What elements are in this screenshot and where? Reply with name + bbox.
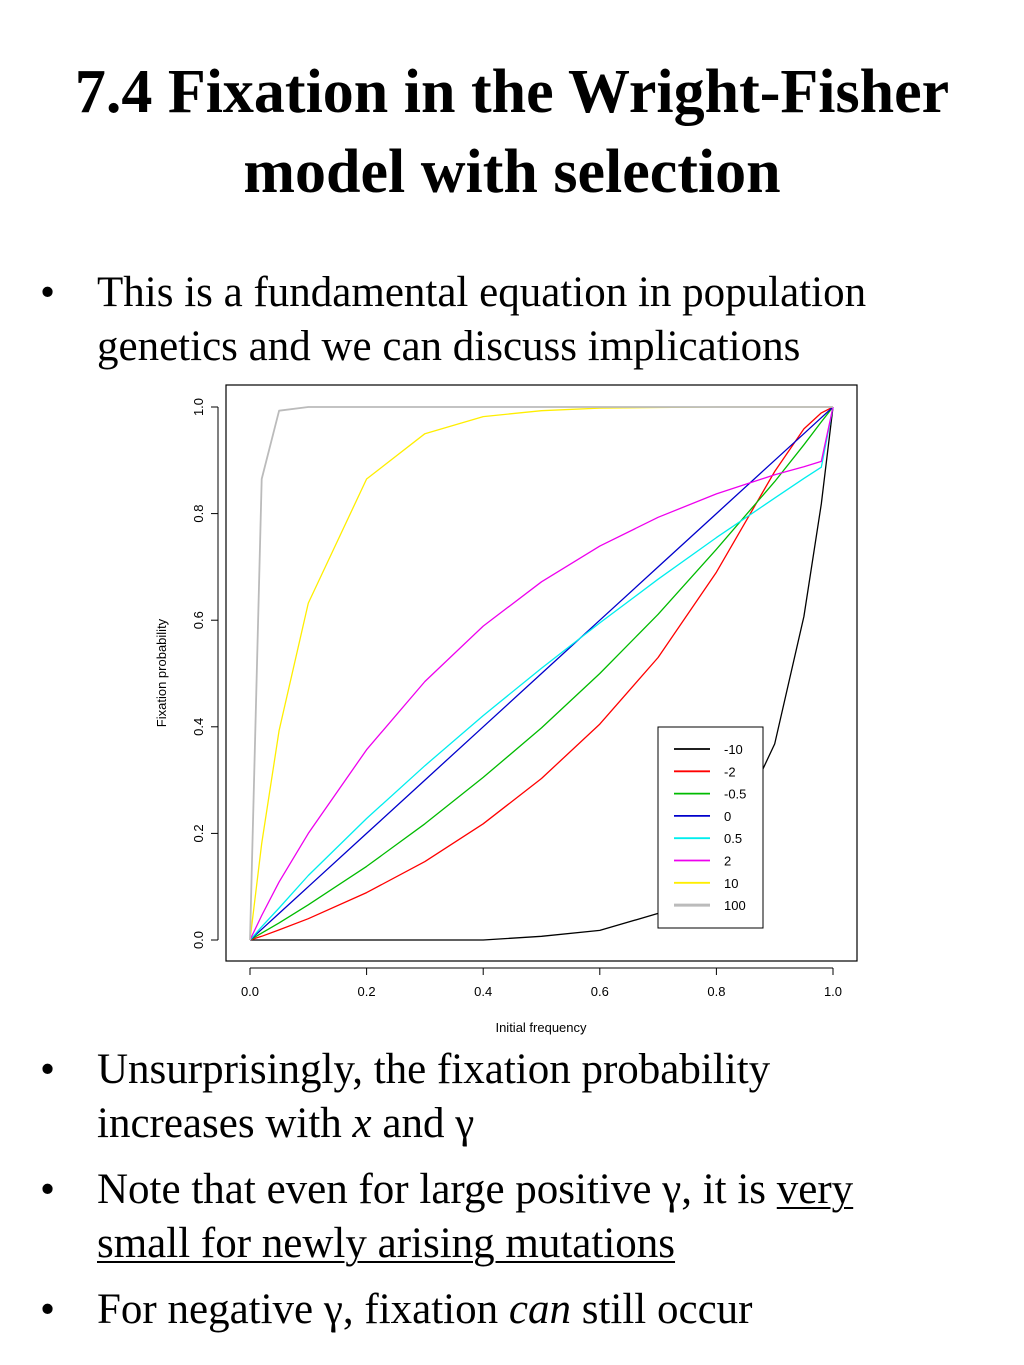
series-line-10 — [249, 406, 833, 941]
slide-title-line-2: model with selection — [243, 138, 781, 206]
bullet-4-italic: can — [508, 1286, 571, 1333]
legend-label-0.5: 0.5 — [724, 831, 742, 846]
legend-label--2: -2 — [724, 764, 736, 779]
y-tick-label: 0.4 — [191, 718, 206, 736]
series-line--2 — [249, 406, 834, 941]
variable-x: x — [352, 1100, 372, 1147]
y-tick-label: 0.8 — [191, 505, 206, 523]
slide-title: 7.4 Fixation in the Wright-Fisher model … — [0, 52, 1024, 212]
x-axis-label: Initial frequency — [495, 1020, 587, 1035]
x-tick-label: 0.8 — [707, 984, 725, 999]
y-tick-label: 0.0 — [191, 931, 206, 949]
legend-label-10: 10 — [724, 876, 738, 891]
bullet-icon: • — [40, 1286, 56, 1333]
bullet-2-line-2: increases with x and γ — [97, 1097, 977, 1151]
series-line-100 — [249, 406, 833, 941]
legend-box — [657, 726, 764, 929]
bullet-2-text-b: and γ — [371, 1100, 475, 1147]
bullet-3-text-a: Note that even for large positive γ, it … — [97, 1166, 777, 1213]
bullet-icon: • — [40, 1166, 56, 1213]
bullet-2-line-1: Unsurprisingly, the fixation probability — [97, 1046, 771, 1093]
bullet-3-underlined-a: very — [776, 1166, 854, 1213]
series-line--10 — [250, 406, 834, 941]
y-tick-label: 0.6 — [191, 611, 206, 629]
series-line-0.5 — [249, 406, 834, 941]
y-axis-label: Fixation probability — [154, 618, 169, 727]
x-tick-label: 0.2 — [358, 984, 376, 999]
bullet-icon: • — [40, 269, 56, 316]
x-tick-label: 1.0 — [824, 984, 842, 999]
x-tick-label: 0.0 — [241, 984, 259, 999]
bullet-4-text-a: For negative γ, fixation — [97, 1286, 509, 1333]
bullet-3-underlined-b: small for newly arising mutations — [97, 1220, 676, 1267]
x-tick-label: 0.4 — [474, 984, 492, 999]
bullet-1-line-2: genetics and we can discuss implications — [97, 323, 801, 370]
slide-title-line-1: 7.4 Fixation in the Wright-Fisher — [74, 58, 950, 126]
series-line-0 — [249, 406, 834, 941]
bullet-2-text-a: increases with — [97, 1100, 353, 1147]
bullet-icon: • — [40, 1046, 56, 1093]
x-tick-label: 0.6 — [591, 984, 609, 999]
legend-label-0: 0 — [724, 809, 731, 824]
legend-label-2: 2 — [724, 854, 731, 869]
series-line-2 — [249, 406, 834, 941]
legend-label--10: -10 — [724, 742, 743, 757]
bullet-1-line-1: This is a fundamental equation in popula… — [97, 269, 867, 316]
series-line--0.5 — [249, 406, 834, 941]
legend-label-100: 100 — [724, 898, 746, 913]
bullet-4-text-b: still occur — [570, 1286, 753, 1333]
legend-label--0.5: -0.5 — [724, 787, 746, 802]
plot-frame — [225, 384, 858, 962]
y-tick-label: 1.0 — [191, 398, 206, 416]
y-tick-label: 0.2 — [191, 824, 206, 842]
